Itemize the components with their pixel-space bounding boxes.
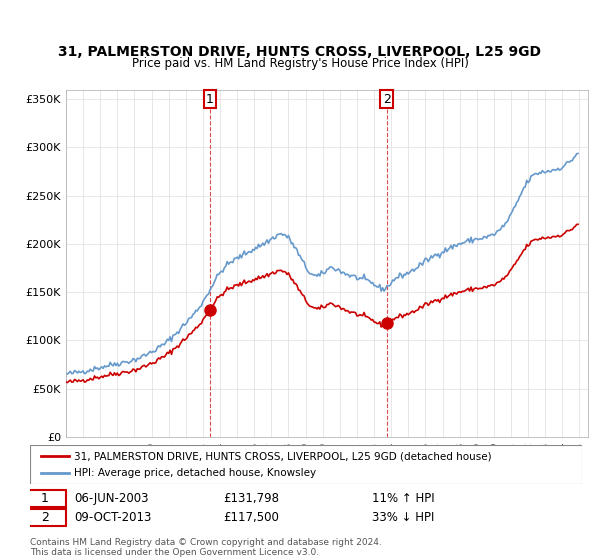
Text: 06-JUN-2003: 06-JUN-2003 [74, 492, 149, 505]
FancyBboxPatch shape [25, 510, 66, 526]
Text: 2: 2 [41, 511, 49, 524]
FancyBboxPatch shape [25, 489, 66, 506]
Text: Contains HM Land Registry data © Crown copyright and database right 2024.
This d: Contains HM Land Registry data © Crown c… [30, 538, 382, 557]
Text: £117,500: £117,500 [223, 511, 279, 524]
Text: 33% ↓ HPI: 33% ↓ HPI [372, 511, 434, 524]
Text: 1: 1 [41, 492, 49, 505]
Text: 2: 2 [383, 93, 391, 106]
FancyBboxPatch shape [30, 445, 582, 484]
Text: 31, PALMERSTON DRIVE, HUNTS CROSS, LIVERPOOL, L25 9GD (detached house): 31, PALMERSTON DRIVE, HUNTS CROSS, LIVER… [74, 451, 492, 461]
Text: £131,798: £131,798 [223, 492, 279, 505]
Text: HPI: Average price, detached house, Knowsley: HPI: Average price, detached house, Know… [74, 468, 316, 478]
Text: 09-OCT-2013: 09-OCT-2013 [74, 511, 152, 524]
Text: 31, PALMERSTON DRIVE, HUNTS CROSS, LIVERPOOL, L25 9GD: 31, PALMERSTON DRIVE, HUNTS CROSS, LIVER… [59, 45, 542, 59]
Text: Price paid vs. HM Land Registry's House Price Index (HPI): Price paid vs. HM Land Registry's House … [131, 57, 469, 70]
Text: 1: 1 [206, 93, 214, 106]
Text: 11% ↑ HPI: 11% ↑ HPI [372, 492, 435, 505]
